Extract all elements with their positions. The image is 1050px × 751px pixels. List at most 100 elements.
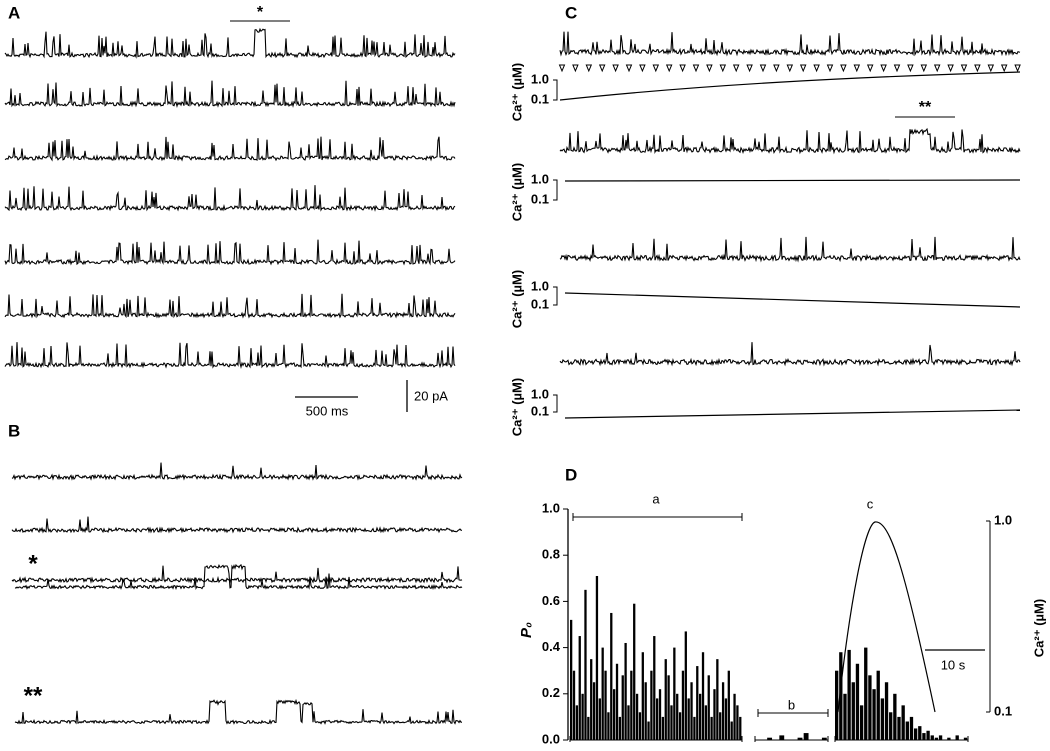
bar [938, 735, 943, 740]
arrowhead [987, 64, 995, 73]
arrowhead [947, 64, 954, 73]
ca-axis-label: Ca²⁺ (µM) [509, 63, 524, 121]
bar [676, 693, 679, 740]
bar [681, 670, 685, 740]
bar [581, 693, 584, 740]
bar [607, 712, 610, 740]
bar [716, 659, 719, 740]
bar [897, 716, 901, 740]
bar [696, 666, 699, 740]
bar [587, 716, 590, 740]
y-tick-label: 0.4 [542, 639, 561, 654]
period-label: a [652, 491, 660, 506]
bar [864, 647, 868, 740]
arrowhead [933, 64, 941, 73]
bar [624, 642, 627, 740]
arrowhead [598, 64, 606, 73]
ca-axis-bracket [553, 79, 558, 101]
bar [613, 689, 616, 740]
ca-tick-label: 1.0 [531, 386, 549, 401]
bar [630, 670, 633, 740]
bar [843, 693, 847, 740]
current-trace [11, 565, 463, 584]
bar [721, 682, 725, 740]
arrowhead [974, 64, 981, 73]
ca-tick-label: 0.1 [531, 296, 549, 311]
bar [926, 730, 930, 740]
bar [693, 716, 696, 740]
arrowhead [746, 64, 753, 73]
current-trace [559, 342, 1021, 367]
current-trace [11, 516, 463, 534]
bar [618, 716, 622, 740]
y-axis-label: P₀ [518, 622, 535, 638]
arrowhead [1014, 64, 1021, 73]
bar [922, 733, 926, 740]
bar [730, 721, 733, 740]
current-trace [4, 342, 456, 370]
bar [901, 705, 905, 740]
arrowhead [692, 64, 700, 73]
arrowhead [558, 64, 566, 73]
current-trace [4, 27, 456, 59]
bar [621, 675, 624, 740]
bar [736, 705, 739, 740]
bar [835, 670, 839, 740]
bar [955, 735, 959, 740]
bar [930, 735, 934, 740]
bar [905, 721, 909, 740]
bar [821, 737, 827, 740]
y-tick-label: 0.2 [542, 685, 560, 700]
bar [658, 689, 662, 740]
bar [647, 721, 650, 740]
arrowhead [732, 64, 740, 73]
bar [650, 670, 653, 740]
bar [868, 675, 872, 740]
ca-tick-label: 1.0 [531, 71, 549, 86]
marker: * [28, 550, 38, 577]
arrowhead [799, 64, 807, 73]
bar [570, 619, 573, 740]
arrowhead [920, 64, 928, 73]
bar [590, 659, 593, 740]
bar [847, 649, 851, 740]
bar [851, 682, 855, 740]
arrowhead [759, 64, 767, 73]
bar [635, 693, 639, 740]
arrowhead [880, 64, 887, 73]
calcium-trace [559, 71, 1021, 101]
bar [610, 612, 613, 740]
current-trace [559, 127, 1021, 155]
arrowhead [625, 64, 633, 73]
bar [767, 737, 773, 740]
bar [701, 652, 705, 740]
bar [661, 716, 665, 740]
bar [797, 737, 803, 740]
bar [673, 647, 676, 740]
marker: ** [919, 99, 932, 116]
panel-label: D [565, 465, 577, 484]
y-tick-label: 0.8 [542, 547, 560, 562]
bar [707, 675, 710, 740]
bar [913, 728, 918, 740]
bar [876, 670, 880, 740]
bar [656, 698, 659, 740]
current-trace [559, 31, 1021, 57]
bar [733, 693, 736, 740]
bar [963, 737, 968, 740]
current-trace [4, 185, 456, 212]
period-bracket [757, 709, 829, 717]
current-trace [4, 80, 456, 108]
bar [687, 698, 690, 740]
bar [909, 716, 914, 740]
arrowhead [893, 64, 901, 73]
arrowhead [960, 64, 968, 73]
arrowhead [585, 64, 593, 73]
bar [592, 682, 596, 740]
arrowhead [840, 64, 847, 73]
arrowhead [773, 64, 780, 73]
ca-axis-bracket [553, 394, 558, 413]
bar [678, 712, 682, 740]
panel-label: B [8, 421, 20, 440]
